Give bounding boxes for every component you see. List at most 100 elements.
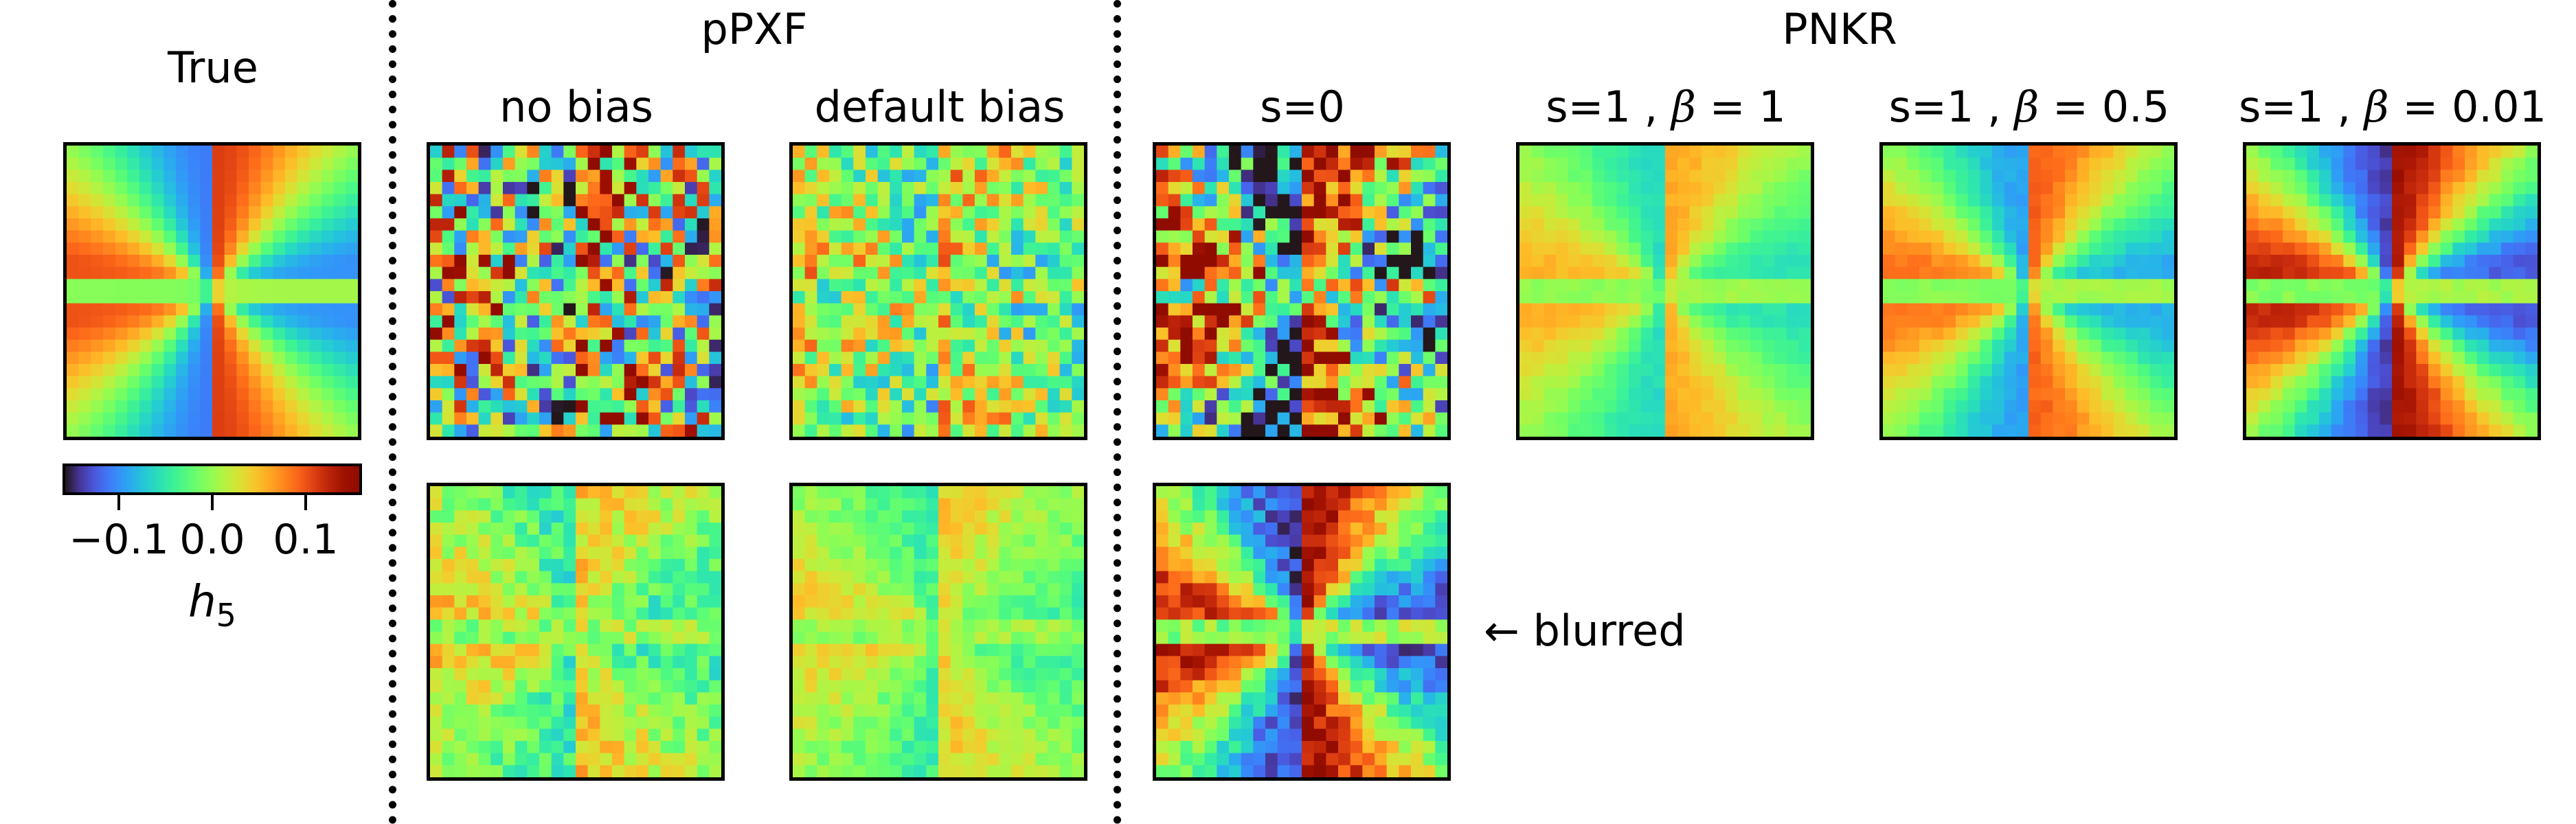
heatmap-cell xyxy=(612,705,625,718)
heatmap-cell xyxy=(817,523,830,536)
heatmap-cell xyxy=(2101,315,2114,328)
heatmap-cell xyxy=(527,255,540,268)
heatmap-cell xyxy=(1713,255,1726,268)
heatmap-cell xyxy=(563,716,576,729)
heatmap-cell xyxy=(829,643,842,656)
heatmap-cell xyxy=(2283,266,2296,279)
heatmap-cell xyxy=(1629,339,1642,352)
heatmap-cell xyxy=(660,668,673,681)
heatmap-cell xyxy=(1726,206,1739,219)
heatmap-cell xyxy=(2331,339,2344,352)
heatmap-cell xyxy=(1919,157,1932,170)
heatmap-cell xyxy=(527,242,540,255)
heatmap-cell xyxy=(1629,376,1642,389)
heatmap-cell xyxy=(1629,279,1642,292)
heatmap-cell xyxy=(709,279,721,292)
heatmap-cell xyxy=(1023,279,1036,292)
heatmap-cell xyxy=(563,315,576,328)
heatmap-cell xyxy=(2343,255,2356,268)
heatmap-cell xyxy=(1786,303,1799,316)
heatmap-cell xyxy=(685,279,698,292)
heatmap-cell xyxy=(1277,352,1290,365)
heatmap-cell xyxy=(2283,146,2296,159)
heatmap-cell xyxy=(1048,607,1061,620)
heatmap-cell xyxy=(2452,194,2465,207)
heatmap-cell xyxy=(515,595,528,608)
heatmap-cell xyxy=(829,619,842,632)
heatmap-cell xyxy=(709,412,721,425)
heatmap-cell xyxy=(986,255,999,268)
heatmap-cell xyxy=(648,486,662,499)
heatmap-cell xyxy=(1544,146,1557,159)
heatmap-cell xyxy=(539,218,552,231)
heatmap-cell xyxy=(1156,376,1169,389)
heatmap-cell xyxy=(2501,339,2514,352)
heatmap-cell xyxy=(804,182,817,195)
heatmap-cell xyxy=(853,242,866,255)
heatmap-cell xyxy=(1011,632,1024,645)
heatmap-cell xyxy=(999,571,1012,584)
heatmap-cell xyxy=(1035,547,1048,560)
heatmap-cell xyxy=(1326,303,1339,316)
heatmap-cell xyxy=(2077,352,2090,365)
heatmap-cell xyxy=(817,534,830,547)
heatmap-cell xyxy=(1253,279,1266,292)
heatmap-cell xyxy=(1956,412,1969,425)
heatmap-cell xyxy=(454,656,467,669)
heatmap-cell xyxy=(890,559,903,572)
heatmap-cell xyxy=(612,364,625,377)
heatmap-cell xyxy=(975,146,988,159)
heatmap-cell xyxy=(1992,388,2005,401)
heatmap-cell xyxy=(1204,218,1217,231)
heatmap-cell xyxy=(2294,424,2307,437)
heatmap-cell xyxy=(1411,218,1424,231)
heatmap-cell xyxy=(236,206,249,219)
heatmap-cell xyxy=(1931,279,1944,292)
heatmap-cell xyxy=(1265,146,1278,159)
heatmap-ppxf-no-bias-blurred xyxy=(427,483,725,781)
heatmap-cell xyxy=(841,547,854,560)
heatmap-cell xyxy=(636,619,649,632)
heatmap-cell xyxy=(1375,255,1388,268)
heatmap-cell xyxy=(515,279,528,292)
heatmap-cell xyxy=(1943,291,1956,304)
heatmap-cell xyxy=(576,729,589,742)
heatmap-cell xyxy=(1204,328,1217,341)
heatmap-cell xyxy=(1059,146,1072,159)
heatmap-cell xyxy=(1640,194,1653,207)
heatmap-cell xyxy=(1072,303,1084,316)
heatmap-cell xyxy=(709,339,721,352)
heatmap-cell xyxy=(877,388,890,401)
heatmap-cell xyxy=(1023,498,1036,511)
heatmap-cell xyxy=(454,668,467,681)
heatmap-cell xyxy=(2343,339,2356,352)
heatmap-cell xyxy=(2319,170,2332,183)
heatmap-cell xyxy=(2258,291,2271,304)
heatmap-cell xyxy=(1980,230,1993,243)
heatmap-cell xyxy=(673,412,686,425)
heatmap-cell xyxy=(2367,303,2380,316)
heatmap-cell xyxy=(612,571,625,584)
heatmap-cell xyxy=(1338,170,1351,183)
heatmap-cell xyxy=(2428,388,2441,401)
heatmap-cell xyxy=(551,619,564,632)
heatmap-cell xyxy=(551,547,564,560)
heatmap-cell xyxy=(1750,157,1763,170)
heatmap-cell xyxy=(2501,412,2514,425)
heatmap-cell xyxy=(914,266,927,279)
heatmap-cell xyxy=(1556,255,1569,268)
heatmap-cell xyxy=(914,291,927,304)
heatmap-cell xyxy=(902,170,915,183)
heatmap-cell xyxy=(430,376,443,389)
heatmap-cell xyxy=(1217,194,1230,207)
heatmap-cell xyxy=(648,498,662,511)
heatmap-cell xyxy=(1399,315,1412,328)
heatmap-cell xyxy=(1217,279,1230,292)
heatmap-cell xyxy=(1302,376,1315,389)
heatmap-cell xyxy=(1519,352,1533,365)
heatmap-cell xyxy=(673,583,686,596)
heatmap-cell xyxy=(333,170,346,183)
heatmap-cell xyxy=(2004,255,2017,268)
heatmap-cell xyxy=(2283,230,2296,243)
heatmap-cell xyxy=(115,146,128,159)
